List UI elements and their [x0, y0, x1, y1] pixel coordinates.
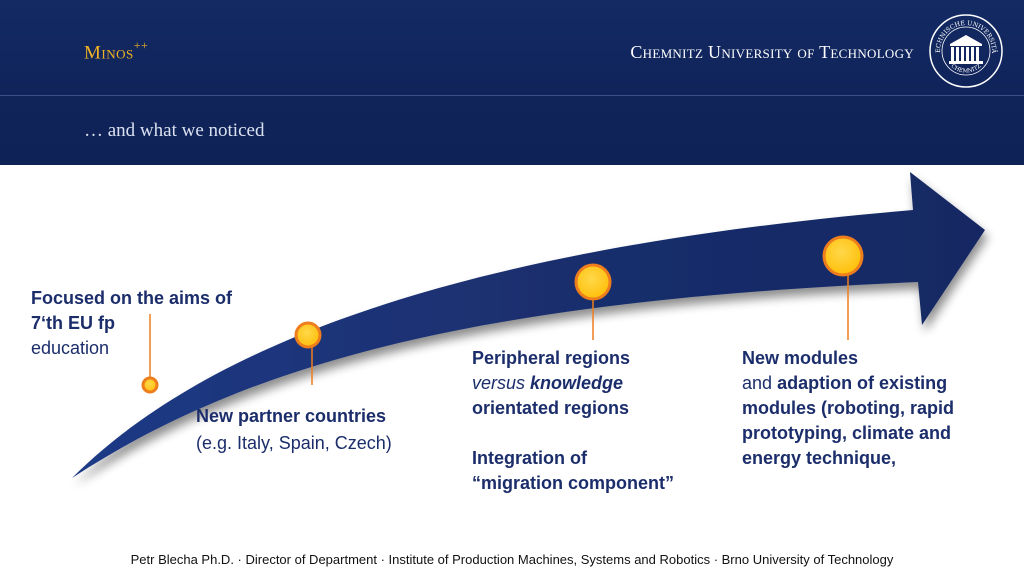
slide-subtitle: … and what we noticed — [84, 120, 265, 141]
milestone-label-2: New partner countries (e.g. Italy, Spain… — [196, 403, 392, 457]
milestone-3-line-3: orientated regions — [472, 398, 630, 418]
milestone-label-1: Focused on the aims of 7‘th EU fp educat… — [31, 286, 232, 361]
university-name: Chemnitz University of Technology — [630, 42, 914, 62]
milestone-4-line-2: and adaption of existing — [742, 373, 948, 393]
milestone-marker-1 — [141, 376, 159, 394]
app-title: Minos++ — [84, 38, 149, 64]
header-divider — [0, 95, 1024, 96]
milestone-4-line-4: prototyping, climate and — [742, 423, 952, 443]
university-seal-icon: TECHNISCHE UNIVERSITÄT CHEMNITZ — [928, 13, 1003, 88]
growth-arrow — [72, 172, 985, 478]
slide-footer: Petr Blecha Ph.D. · Director of Departme… — [130, 552, 894, 567]
milestone-marker-3 — [574, 263, 612, 301]
milestone-3-line-1: Peripheral regions — [472, 348, 631, 368]
progress-arrow-diagram — [72, 172, 985, 478]
seal-text-bottom: CHEMNITZ — [950, 63, 983, 74]
milestone-3-line-5: “migration component” — [472, 473, 674, 493]
milestone-2-line-2: (e.g. Italy, Spain, Czech) — [196, 433, 392, 453]
slide-header: Minos++ Chemnitz University of Technolog… — [0, 0, 1024, 165]
milestone-1-line-3: education — [31, 338, 110, 358]
milestone-1-line-2: 7‘th EU fp — [31, 313, 115, 333]
app-title-superscript: ++ — [133, 38, 149, 52]
milestone-2-line-1: New partner countries — [196, 406, 387, 426]
milestone-marker-4 — [822, 235, 864, 277]
milestone-1-line-1: Focused on the aims of — [31, 288, 233, 308]
milestone-4-line-3: modules (roboting, rapid — [742, 398, 954, 418]
milestone-label-4: New modules and adaption of existing mod… — [742, 346, 954, 471]
milestone-3-line-2: versus knowledge — [472, 373, 624, 393]
milestone-label-3: Peripheral regions versus knowledge orie… — [472, 346, 674, 496]
milestone-4-line-1: New modules — [742, 348, 859, 368]
seal-building-icon — [949, 35, 983, 64]
milestone-3-line-4: Integration of — [472, 448, 587, 468]
milestone-4-line-5: energy technique, — [742, 448, 897, 468]
milestone-marker-2 — [294, 321, 322, 349]
